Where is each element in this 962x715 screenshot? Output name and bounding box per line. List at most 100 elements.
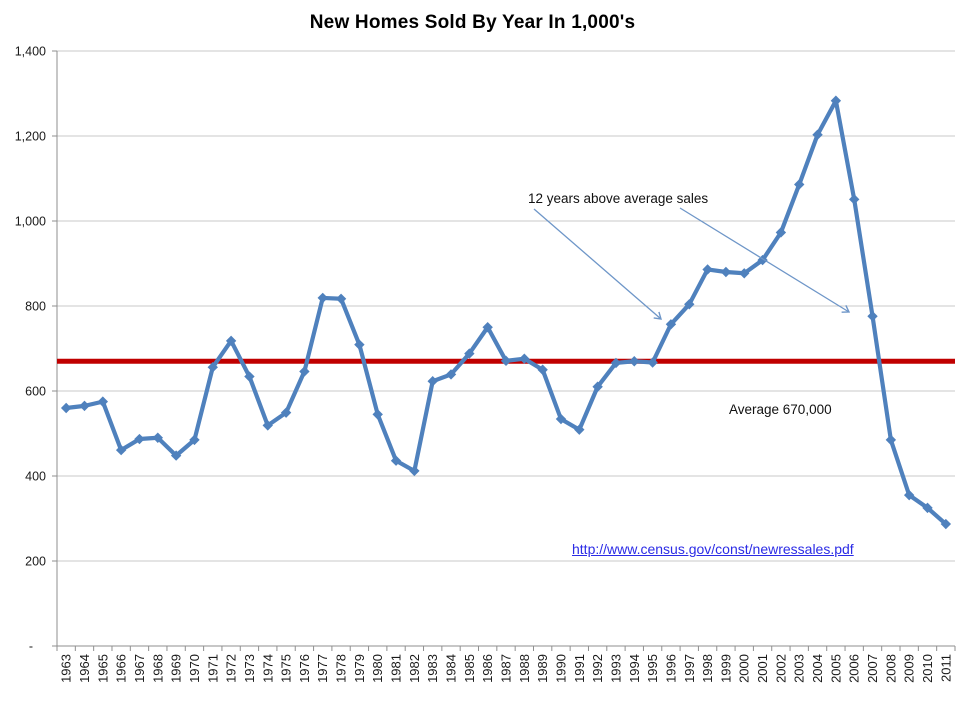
data-point-marker bbox=[207, 362, 218, 373]
x-axis-label: 1993 bbox=[608, 654, 623, 683]
data-point-marker bbox=[317, 292, 328, 304]
x-axis-label: 1971 bbox=[205, 654, 220, 683]
y-axis-label: - bbox=[29, 640, 33, 654]
x-axis-label: 1982 bbox=[407, 654, 422, 683]
x-axis-label: 2009 bbox=[902, 654, 917, 683]
x-axis-label: 2008 bbox=[883, 654, 898, 683]
x-axis-label: 1969 bbox=[169, 654, 184, 683]
data-point-marker bbox=[592, 381, 603, 392]
x-axis-label: 1986 bbox=[480, 654, 495, 683]
data-point-marker bbox=[903, 489, 915, 501]
x-axis-label: 2006 bbox=[847, 654, 862, 683]
data-point-marker bbox=[134, 433, 145, 445]
annotation-average-value: Average 670,000 bbox=[729, 402, 832, 417]
x-axis-label: 1963 bbox=[59, 654, 74, 683]
x-axis-label: 1992 bbox=[590, 654, 605, 683]
x-axis-label: 2011 bbox=[938, 654, 953, 682]
data-point-marker bbox=[739, 268, 750, 279]
data-point-marker bbox=[354, 339, 365, 350]
x-axis-label: 1994 bbox=[627, 654, 642, 683]
x-axis-label: 1979 bbox=[352, 654, 367, 683]
x-axis-label: 1977 bbox=[315, 654, 330, 683]
data-point-marker bbox=[610, 357, 622, 369]
y-axis-label: 600 bbox=[25, 385, 46, 399]
y-axis-label: 1,000 bbox=[15, 215, 46, 229]
source-link[interactable]: http://www.census.gov/const/newressales.… bbox=[572, 541, 854, 557]
y-axis-label: 400 bbox=[25, 470, 46, 484]
x-axis-label: 1975 bbox=[279, 654, 294, 683]
data-point-marker bbox=[629, 356, 640, 367]
x-axis-label: 2007 bbox=[865, 654, 880, 683]
x-axis-label: 1967 bbox=[132, 654, 147, 683]
x-axis-label: 1968 bbox=[150, 654, 165, 683]
x-axis-label: 1978 bbox=[334, 654, 349, 683]
data-point-marker bbox=[152, 432, 163, 443]
data-point-marker bbox=[262, 420, 273, 431]
data-point-marker bbox=[464, 348, 475, 359]
x-axis-label: 1997 bbox=[682, 654, 697, 683]
x-axis-label: 1988 bbox=[517, 654, 532, 683]
data-point-marker bbox=[409, 465, 420, 477]
x-axis-label: 1973 bbox=[242, 654, 257, 683]
x-axis-label: 1998 bbox=[700, 654, 715, 683]
annotation-above-average-note: 12 years above average sales bbox=[528, 191, 709, 206]
x-axis-label: 2010 bbox=[920, 654, 935, 683]
data-point-marker bbox=[299, 366, 310, 377]
data-point-marker bbox=[940, 518, 952, 530]
x-axis-label: 1991 bbox=[572, 654, 587, 683]
x-axis-label: 2005 bbox=[828, 654, 843, 683]
data-point-marker bbox=[79, 400, 90, 412]
x-axis-label: 1983 bbox=[425, 654, 440, 683]
data-point-marker bbox=[867, 311, 878, 322]
data-point-marker bbox=[922, 502, 933, 514]
x-axis-label: 1965 bbox=[95, 654, 110, 683]
data-point-marker bbox=[519, 353, 530, 364]
x-axis-label: 1980 bbox=[370, 654, 385, 683]
data-point-marker bbox=[244, 371, 255, 382]
x-axis-label: 1996 bbox=[663, 654, 678, 683]
data-point-marker bbox=[60, 402, 72, 414]
y-axis-label: 800 bbox=[25, 300, 46, 314]
data-point-marker bbox=[720, 266, 732, 278]
chart-title: New Homes Sold By Year In 1,000's bbox=[309, 12, 636, 33]
data-point-marker bbox=[775, 227, 787, 238]
x-axis-label: 1990 bbox=[553, 654, 568, 683]
x-axis-label: 1964 bbox=[77, 654, 92, 683]
y-axis-label: 1,200 bbox=[15, 130, 46, 144]
data-point-marker bbox=[225, 335, 237, 347]
x-axis-label: 2003 bbox=[792, 654, 807, 683]
data-point-marker bbox=[445, 369, 457, 380]
data-point-marker bbox=[849, 194, 860, 205]
x-axis-label: 1999 bbox=[718, 654, 733, 683]
data-point-marker bbox=[574, 424, 585, 435]
data-point-marker bbox=[97, 396, 109, 407]
x-axis-label: 1966 bbox=[114, 654, 129, 683]
x-axis-label: 1987 bbox=[499, 654, 514, 683]
x-axis-label: 1989 bbox=[535, 654, 550, 683]
data-point-marker bbox=[372, 409, 383, 420]
data-point-marker bbox=[647, 357, 658, 368]
data-point-marker bbox=[427, 376, 438, 387]
data-point-marker bbox=[537, 364, 548, 375]
series-line bbox=[64, 98, 948, 527]
data-point-marker bbox=[702, 264, 713, 275]
x-axis-label: 1976 bbox=[297, 654, 312, 683]
data-point-marker bbox=[794, 179, 805, 190]
data-point-marker bbox=[335, 293, 347, 304]
y-axis-label: 1,400 bbox=[15, 45, 46, 59]
x-axis-label: 2002 bbox=[773, 654, 788, 683]
annotation-arrow bbox=[533, 208, 662, 320]
x-axis-label: 1981 bbox=[389, 654, 404, 683]
data-point-marker bbox=[482, 322, 493, 333]
data-point-marker bbox=[684, 299, 695, 310]
x-axis-label: 2001 bbox=[755, 654, 770, 683]
data-point-marker bbox=[170, 450, 182, 461]
data-point-marker bbox=[280, 407, 292, 418]
data-point-marker bbox=[665, 319, 677, 330]
x-axis-label: 2004 bbox=[810, 654, 825, 683]
data-point-marker bbox=[812, 129, 823, 140]
x-axis-label: 1984 bbox=[444, 654, 459, 683]
data-point-marker bbox=[500, 355, 512, 367]
x-axis-label: 1972 bbox=[224, 654, 239, 683]
